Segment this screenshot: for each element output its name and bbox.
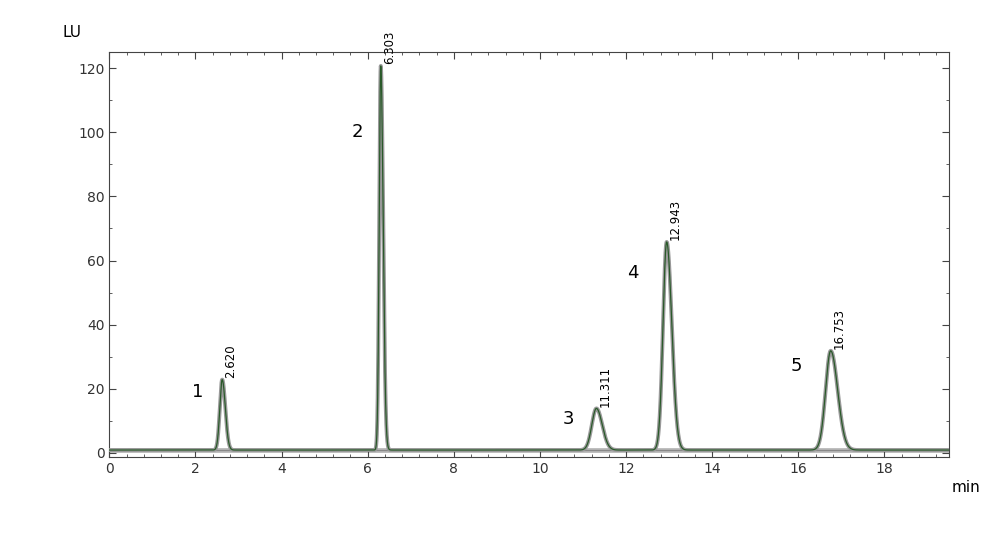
Text: 3: 3 bbox=[562, 410, 574, 428]
Y-axis label: LU: LU bbox=[62, 25, 81, 40]
Text: 11.311: 11.311 bbox=[599, 366, 612, 407]
Text: 4: 4 bbox=[627, 264, 638, 282]
Text: 16.753: 16.753 bbox=[833, 308, 846, 349]
Text: 2.620: 2.620 bbox=[224, 344, 237, 378]
Text: 12.943: 12.943 bbox=[669, 199, 682, 241]
Text: 1: 1 bbox=[192, 383, 203, 401]
X-axis label: min: min bbox=[951, 480, 980, 495]
Text: 2: 2 bbox=[351, 124, 363, 141]
Text: 5: 5 bbox=[790, 357, 802, 375]
Text: 6.303: 6.303 bbox=[383, 31, 396, 64]
